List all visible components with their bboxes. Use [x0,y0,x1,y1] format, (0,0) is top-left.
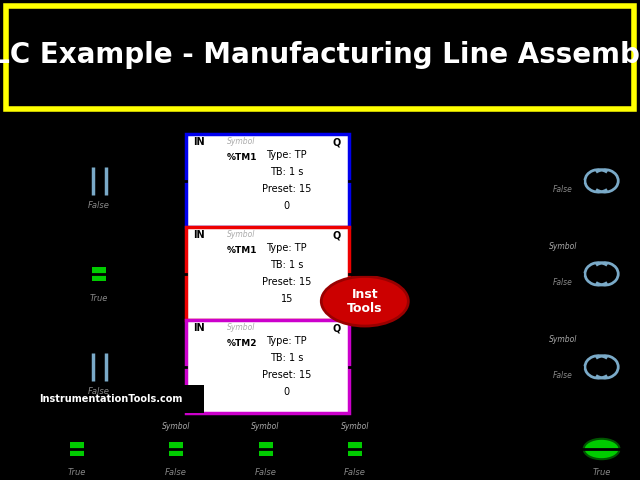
Text: False: False [165,468,187,477]
Text: Symbol: Symbol [162,422,190,432]
FancyBboxPatch shape [186,134,349,228]
FancyBboxPatch shape [92,267,106,281]
Text: Type: TP: Type: TP [266,150,307,159]
Text: %Q0.2: %Q0.2 [627,291,640,300]
Text: Preset: 15: Preset: 15 [262,370,312,380]
Text: Type: TP: Type: TP [266,242,307,252]
Text: Symbol: Symbol [341,422,369,432]
Text: Type: TP: Type: TP [266,336,307,346]
FancyBboxPatch shape [169,442,183,456]
Text: False: False [88,201,110,210]
Text: %I0.3: %I0.3 [87,338,111,347]
Text: False: False [553,184,573,193]
Text: TB: 1 s: TB: 1 s [270,353,303,363]
Text: TB: 1 s: TB: 1 s [270,167,303,177]
Text: IN: IN [193,137,205,147]
Text: Symbol: Symbol [227,230,255,240]
FancyBboxPatch shape [186,228,349,321]
Text: %I0.2: %I0.2 [88,245,111,254]
Text: %M2: %M2 [553,344,573,353]
Text: IN: IN [193,230,205,240]
Text: 15: 15 [280,294,293,304]
Text: %Q0.1: %Q0.1 [627,198,640,207]
Text: %Q0.0: %Q0.0 [588,425,616,434]
Text: %M1: %M1 [255,431,276,440]
FancyBboxPatch shape [18,385,204,412]
Text: Symbol: Symbol [252,422,280,432]
Text: %TM1: %TM1 [227,153,258,162]
Text: False: False [553,277,573,287]
Circle shape [584,439,620,459]
Text: TB: 1 s: TB: 1 s [270,260,303,270]
Text: Symbol: Symbol [549,242,577,251]
Text: Q: Q [333,324,341,333]
Text: Q: Q [333,230,341,240]
Text: %M1: %M1 [553,251,573,260]
FancyBboxPatch shape [259,442,273,456]
FancyBboxPatch shape [6,6,634,109]
Text: START_BUTTON: START_BUTTON [38,412,116,421]
Text: False: False [344,468,366,477]
Text: Preset: 15: Preset: 15 [262,184,312,194]
FancyBboxPatch shape [348,442,362,456]
Text: %M0: %M0 [166,431,186,440]
Text: Inst: Inst [351,288,378,301]
Text: %I0.0: %I0.0 [65,422,88,431]
Text: CONVEYOR: CONVEYOR [572,415,632,425]
Text: 0: 0 [284,201,290,211]
Text: False: False [88,387,110,396]
Text: IN: IN [193,324,205,333]
Text: STATION_1: STATION_1 [627,188,640,197]
Text: False: False [553,371,573,380]
Text: Symbol: Symbol [227,324,255,332]
Text: %M2: %M2 [345,431,365,440]
Text: PLC Example - Manufacturing Line Assembly: PLC Example - Manufacturing Line Assembl… [0,41,640,69]
Text: %TM2: %TM2 [227,339,258,348]
Text: True: True [593,468,611,477]
Text: Symbol: Symbol [227,137,255,146]
Text: SENSOR_1: SENSOR_1 [73,143,125,152]
Text: STATION_2: STATION_2 [627,281,640,290]
Text: Q: Q [333,137,341,147]
Text: True: True [68,468,86,477]
FancyBboxPatch shape [70,442,84,456]
FancyBboxPatch shape [186,321,349,413]
Text: %TM1: %TM1 [227,246,258,254]
Text: False: False [255,468,276,477]
Text: Symbol: Symbol [549,336,577,344]
Text: SENSOR_3: SENSOR_3 [73,329,125,338]
Text: %Q0.3: %Q0.3 [627,384,640,393]
Text: Preset: 15: Preset: 15 [262,277,312,287]
Text: True: True [90,294,108,303]
Text: SENSOR_2: SENSOR_2 [73,236,125,245]
Circle shape [321,276,408,326]
Text: %I0.1: %I0.1 [88,152,111,161]
Text: STATION_3: STATION_3 [627,374,640,384]
Text: Tools: Tools [347,302,383,315]
Text: 0: 0 [284,387,290,396]
Text: InstrumentationTools.com: InstrumentationTools.com [39,394,182,404]
